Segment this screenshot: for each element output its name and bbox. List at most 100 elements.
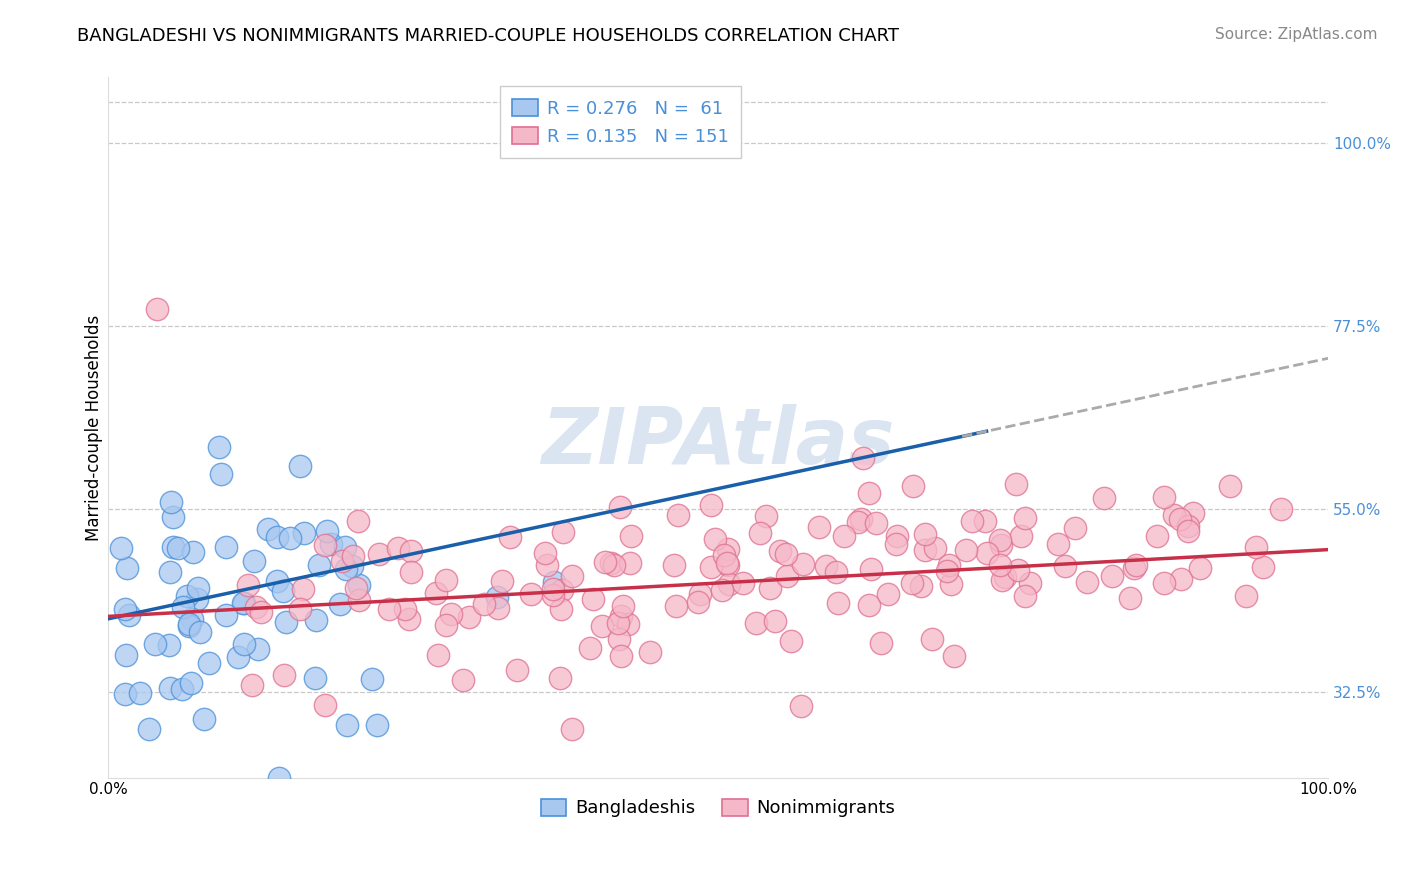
- Point: [172, 599, 194, 614]
- Point: [541, 588, 564, 602]
- Point: [138, 722, 160, 736]
- Point: [815, 559, 838, 574]
- Point: [543, 574, 565, 589]
- Point: [758, 581, 780, 595]
- Point: [209, 467, 232, 482]
- Point: [361, 672, 384, 686]
- Point: [610, 649, 633, 664]
- Point: [249, 605, 271, 619]
- Point: [851, 512, 873, 526]
- Point: [266, 530, 288, 544]
- Point: [936, 565, 959, 579]
- Point: [886, 528, 908, 542]
- Point: [790, 698, 813, 713]
- Point: [236, 578, 259, 592]
- Point: [305, 613, 328, 627]
- Point: [321, 537, 343, 551]
- Point: [172, 682, 194, 697]
- Point: [315, 524, 337, 538]
- Point: [1014, 589, 1036, 603]
- Point: [1270, 502, 1292, 516]
- Point: [825, 565, 848, 579]
- Point: [990, 574, 1012, 588]
- Point: [427, 648, 450, 662]
- Point: [292, 525, 315, 540]
- Point: [167, 541, 190, 555]
- Point: [329, 597, 352, 611]
- Point: [688, 595, 710, 609]
- Point: [335, 562, 357, 576]
- Point: [1153, 490, 1175, 504]
- Point: [288, 459, 311, 474]
- Point: [181, 545, 204, 559]
- Point: [336, 718, 359, 732]
- Point: [960, 514, 983, 528]
- Point: [346, 515, 368, 529]
- Point: [620, 529, 643, 543]
- Point: [506, 663, 529, 677]
- Point: [780, 634, 803, 648]
- Point: [208, 440, 231, 454]
- Point: [243, 554, 266, 568]
- Point: [700, 559, 723, 574]
- Point: [273, 583, 295, 598]
- Point: [215, 541, 238, 555]
- Point: [399, 565, 422, 579]
- Point: [846, 515, 869, 529]
- Point: [858, 486, 880, 500]
- Point: [561, 722, 583, 736]
- Point: [342, 549, 364, 563]
- Point: [733, 575, 755, 590]
- Point: [607, 632, 630, 646]
- Point: [717, 577, 740, 591]
- Point: [278, 531, 301, 545]
- Point: [128, 685, 150, 699]
- Point: [776, 569, 799, 583]
- Point: [884, 537, 907, 551]
- Point: [273, 668, 295, 682]
- Point: [186, 591, 208, 606]
- Point: [551, 524, 574, 539]
- Point: [1125, 558, 1147, 573]
- Point: [266, 574, 288, 588]
- Point: [115, 648, 138, 663]
- Point: [990, 538, 1012, 552]
- Point: [536, 558, 558, 573]
- Point: [607, 615, 630, 630]
- Point: [314, 698, 336, 713]
- Point: [865, 516, 887, 530]
- Point: [703, 532, 725, 546]
- Point: [177, 619, 200, 633]
- Point: [689, 587, 711, 601]
- Point: [921, 632, 943, 647]
- Point: [852, 451, 875, 466]
- Point: [314, 538, 336, 552]
- Point: [1118, 591, 1140, 605]
- Point: [745, 615, 768, 630]
- Point: [600, 556, 623, 570]
- Point: [827, 596, 849, 610]
- Point: [181, 612, 204, 626]
- Point: [1047, 537, 1070, 551]
- Point: [1063, 521, 1085, 535]
- Point: [368, 547, 391, 561]
- Point: [440, 607, 463, 621]
- Point: [1019, 576, 1042, 591]
- Point: [1053, 559, 1076, 574]
- Point: [988, 533, 1011, 548]
- Point: [612, 599, 634, 613]
- Point: [994, 570, 1017, 584]
- Point: [593, 555, 616, 569]
- Point: [114, 687, 136, 701]
- Point: [232, 637, 254, 651]
- Point: [344, 581, 367, 595]
- Point: [792, 557, 814, 571]
- Point: [974, 514, 997, 528]
- Point: [347, 578, 370, 592]
- Point: [1168, 511, 1191, 525]
- Point: [110, 541, 132, 556]
- Point: [115, 560, 138, 574]
- Point: [591, 618, 613, 632]
- Point: [1014, 511, 1036, 525]
- Point: [914, 527, 936, 541]
